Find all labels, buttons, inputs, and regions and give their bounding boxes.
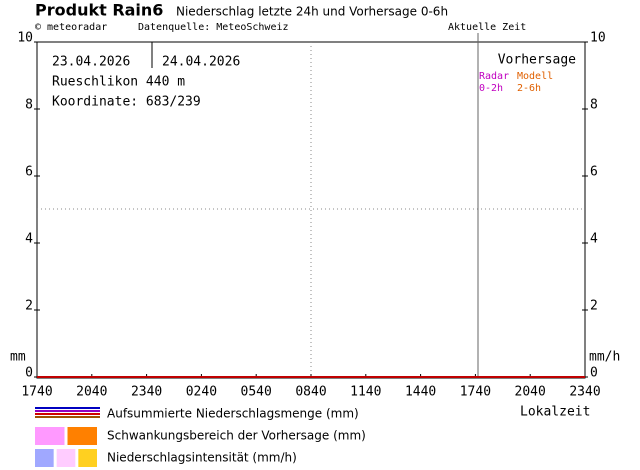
- forecast-range: 0-2h: [479, 83, 503, 94]
- legend-label: Aufsummierte Niederschlagsmenge (mm): [107, 407, 359, 421]
- source: Datenquelle: MeteoSchweiz: [138, 22, 289, 33]
- legend-swatch: [35, 449, 54, 467]
- y2-tick-label: 0: [590, 366, 598, 381]
- forecast-label: Vorhersage: [498, 53, 576, 68]
- y-tick-label: 4: [25, 232, 33, 247]
- location: Rueschlikon 440 m: [52, 75, 185, 90]
- y-tick-label: 0: [25, 366, 33, 381]
- y2-tick-label: 8: [590, 98, 598, 113]
- x-tick-label: 1740: [460, 385, 491, 400]
- y2-axis-label: mm/h: [589, 350, 620, 365]
- y-tick-label: 2: [25, 299, 33, 314]
- x-axis-label: Lokalzeit: [520, 405, 590, 420]
- date: 24.04.2026: [162, 55, 240, 70]
- copyright: © meteoradar: [35, 22, 107, 33]
- x-tick-label: 1440: [405, 385, 436, 400]
- x-tick-label: 0240: [186, 385, 217, 400]
- y2-tick-label: 6: [590, 165, 598, 180]
- legend-label: Schwankungsbereich der Vorhersage (mm): [107, 429, 366, 443]
- legend-label: Niederschlagsintensität (mm/h): [107, 451, 297, 465]
- x-tick-label: 0840: [295, 385, 326, 400]
- forecast-part: Modell: [517, 71, 553, 82]
- chart-subtitle: Niederschlag letzte 24h und Vorhersage 0…: [176, 5, 448, 19]
- forecast-part: Radar: [479, 71, 509, 82]
- y-tick-label: 8: [25, 98, 33, 113]
- x-tick-label: 2040: [76, 385, 107, 400]
- legend-swatch: [35, 427, 65, 445]
- coordinates: Koordinate: 683/239: [52, 95, 201, 110]
- x-tick-label: 0540: [241, 385, 272, 400]
- forecast-range: 2-6h: [517, 83, 541, 94]
- current-time-label: Aktuelle Zeit: [448, 22, 526, 33]
- x-tick-label: 2340: [569, 385, 600, 400]
- legend-swatch: [67, 427, 97, 445]
- y-tick-label: 10: [17, 31, 33, 46]
- x-tick-label: 1740: [21, 385, 52, 400]
- date: 23.04.2026: [52, 55, 130, 70]
- x-tick-label: 2340: [131, 385, 162, 400]
- legend-swatch: [78, 449, 97, 467]
- legend-swatch: [56, 449, 76, 467]
- y2-tick-label: 10: [590, 31, 606, 46]
- y2-tick-label: 2: [590, 299, 598, 314]
- y-tick-label: 6: [25, 165, 33, 180]
- x-tick-label: 2040: [515, 385, 546, 400]
- x-tick-label: 1140: [350, 385, 381, 400]
- chart-title: Produkt Rain6: [35, 1, 163, 20]
- y-axis-label: mm: [10, 350, 26, 365]
- y2-tick-label: 4: [590, 232, 598, 247]
